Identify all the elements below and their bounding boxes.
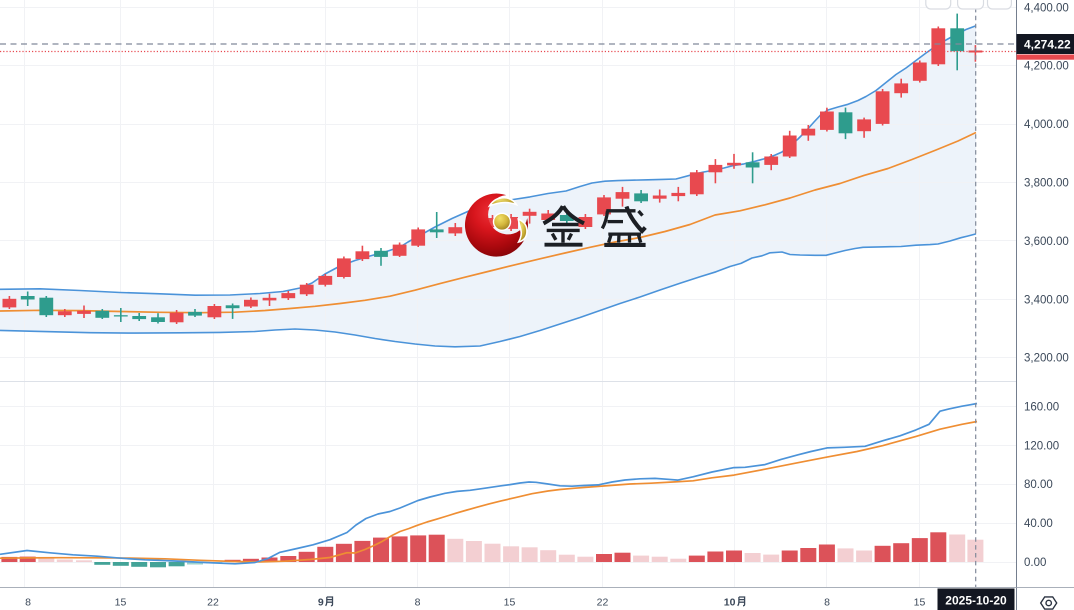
svg-text:8: 8: [415, 597, 421, 609]
svg-text:4,400.00: 4,400.00: [1024, 2, 1069, 14]
svg-text:80.00: 80.00: [1024, 479, 1053, 491]
svg-text:160.00: 160.00: [1024, 401, 1059, 413]
svg-text:3,400.00: 3,400.00: [1024, 294, 1069, 306]
svg-text:40.00: 40.00: [1024, 518, 1053, 530]
svg-text:4,200.00: 4,200.00: [1024, 61, 1069, 73]
svg-text:15: 15: [504, 597, 516, 609]
svg-text:10: 10: [724, 597, 736, 609]
svg-text:3,600.00: 3,600.00: [1024, 236, 1069, 248]
svg-text:0.00: 0.00: [1024, 557, 1046, 569]
svg-text:120.00: 120.00: [1024, 440, 1059, 452]
svg-text:4,274.22: 4,274.22: [1024, 38, 1071, 52]
svg-text:15: 15: [914, 597, 926, 609]
svg-text:8: 8: [25, 597, 31, 609]
svg-text:2025-10-20: 2025-10-20: [945, 594, 1007, 608]
svg-text:3,200.00: 3,200.00: [1024, 353, 1069, 365]
svg-text:4,000.00: 4,000.00: [1024, 119, 1069, 131]
svg-text:22: 22: [207, 597, 219, 609]
svg-text:3,800.00: 3,800.00: [1024, 177, 1069, 189]
svg-text:15: 15: [115, 597, 127, 609]
svg-text:22: 22: [597, 597, 609, 609]
svg-text:8: 8: [824, 597, 830, 609]
svg-text:9: 9: [318, 597, 324, 609]
